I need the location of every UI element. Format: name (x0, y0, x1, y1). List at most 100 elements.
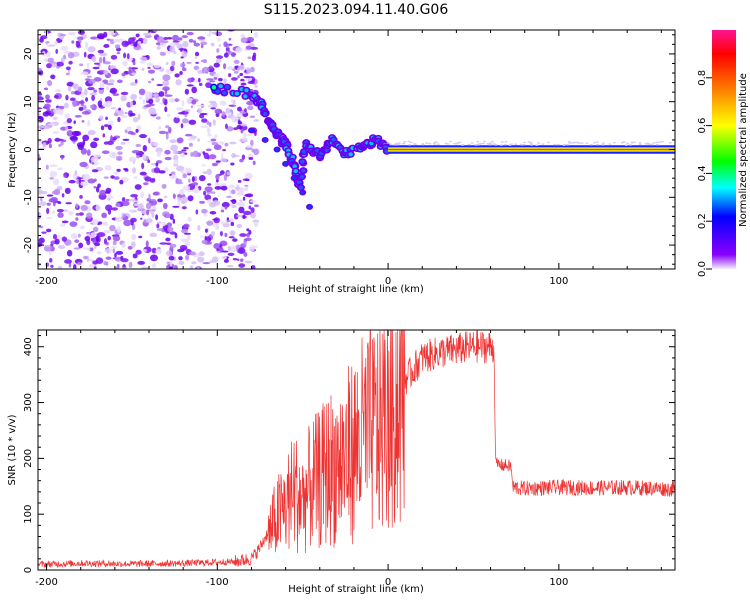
noise-speck (214, 185, 222, 190)
noise-speck (218, 44, 222, 47)
noise-speck (130, 67, 139, 70)
noise-speck (238, 206, 245, 214)
signal-core (300, 159, 305, 164)
signal-core (225, 85, 230, 90)
noise-speck (95, 186, 100, 193)
noise-speck (198, 175, 206, 182)
signal-core (275, 147, 279, 152)
noise-speck (150, 112, 157, 115)
noise-speck (97, 64, 101, 67)
noise-speck (166, 61, 169, 66)
noise-speck (52, 116, 59, 120)
noise-speck (74, 239, 80, 243)
noise-speck (254, 85, 258, 88)
noise-speck (205, 148, 212, 152)
noise-speck (244, 260, 253, 264)
noise-speck (65, 72, 70, 76)
noise-speck (135, 249, 142, 255)
y-tick-label: 0 (23, 567, 34, 573)
noise-speck (206, 220, 214, 226)
noise-speck (141, 67, 145, 71)
noise-speck (187, 77, 194, 83)
noise-speck (137, 260, 146, 265)
noise-speck (155, 162, 159, 167)
noise-speck (141, 162, 145, 170)
noise-speck (143, 182, 149, 186)
noise-speck (38, 143, 41, 146)
noise-speck (105, 191, 111, 194)
noise-speck (237, 75, 240, 79)
noise-speck (151, 78, 155, 81)
noise-speck (204, 228, 208, 233)
signal-core (348, 152, 353, 157)
noise-speck (181, 149, 187, 152)
noise-speck (114, 44, 121, 49)
noise-speck (173, 154, 179, 161)
noise-speck (202, 262, 211, 265)
noise-speck (207, 104, 213, 108)
noise-speck (38, 92, 42, 96)
noise-speck (65, 66, 71, 71)
noise-speck (575, 141, 579, 144)
noise-speck (176, 165, 185, 172)
noise-speck (121, 40, 130, 47)
noise-speck (237, 179, 242, 183)
snr-frame (37, 329, 676, 571)
noise-speck (45, 41, 50, 44)
noise-speck (77, 233, 81, 238)
noise-speck (130, 93, 138, 101)
noise-speck (198, 251, 205, 257)
noise-speck (482, 140, 486, 143)
noise-speck (110, 107, 117, 110)
noise-speck (655, 143, 659, 146)
noise-speck (226, 195, 232, 198)
noise-speck (213, 242, 221, 250)
noise-speck (208, 100, 217, 104)
noise-speck (509, 143, 513, 145)
noise-speck (101, 212, 108, 219)
noise-speck (577, 142, 581, 144)
noise-speck (237, 106, 242, 112)
noise-speck (650, 143, 654, 146)
noise-speck (668, 141, 672, 144)
noise-speck (243, 75, 251, 79)
noise-speck (114, 176, 120, 180)
noise-speck (217, 37, 221, 42)
noise-speck (206, 78, 214, 81)
noise-speck (203, 152, 210, 160)
colorbar-gradient (712, 30, 736, 269)
noise-speck (220, 221, 227, 225)
noise-speck (206, 168, 212, 176)
noise-speck (109, 89, 116, 93)
noise-speck (148, 98, 154, 105)
noise-speck (132, 117, 139, 123)
noise-speck (134, 79, 138, 84)
noise-speck (224, 205, 228, 210)
noise-speck (541, 143, 545, 145)
noise-speck (38, 125, 44, 129)
noise-speck (527, 140, 531, 143)
noise-speck (80, 91, 85, 98)
noise-speck (231, 52, 236, 58)
noise-speck (136, 155, 140, 159)
y-tick-label: -10 (23, 189, 34, 205)
noise-speck (60, 57, 65, 63)
noise-speck (149, 178, 156, 183)
noise-speck (229, 141, 237, 145)
noise-speck (140, 191, 145, 199)
noise-speck (187, 195, 194, 202)
noise-speck (169, 243, 177, 248)
noise-speck (181, 228, 188, 234)
noise-speck (126, 53, 130, 60)
noise-speck (179, 71, 183, 76)
noise-speck (235, 184, 240, 187)
signal-core (262, 111, 268, 116)
noise-speck (224, 142, 229, 147)
noise-speck (658, 141, 662, 143)
noise-speck (207, 183, 212, 186)
noise-speck (176, 137, 184, 144)
y-tick-label: -20 (23, 237, 34, 253)
noise-speck (110, 246, 117, 249)
noise-speck (215, 160, 221, 163)
